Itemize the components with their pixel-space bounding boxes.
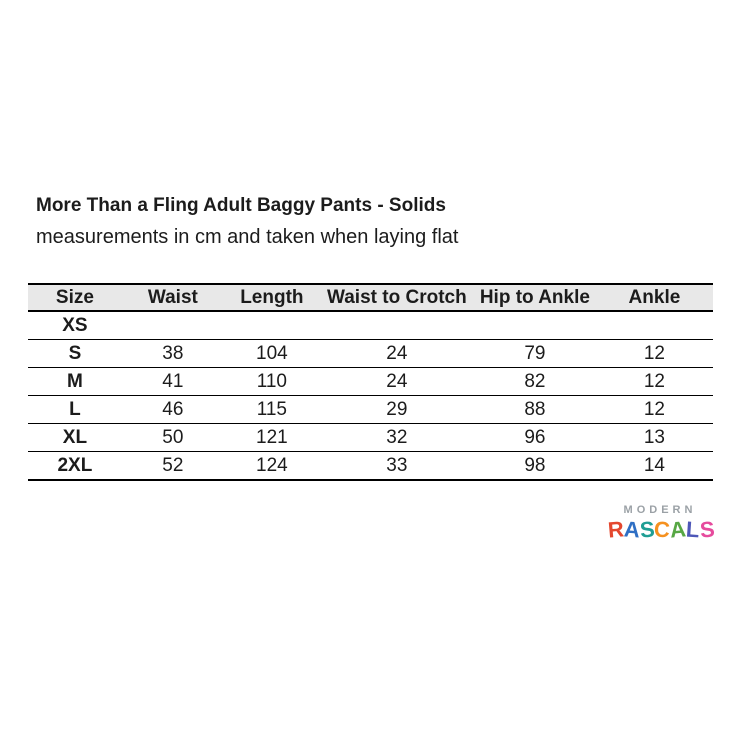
cell-value: 79 <box>473 339 596 368</box>
cell-value <box>595 311 713 340</box>
cell-value: 12 <box>595 395 713 424</box>
cell-value: 82 <box>473 367 596 396</box>
cell-value: 24 <box>319 367 474 396</box>
cell-value: 96 <box>473 423 596 452</box>
cell-value: 14 <box>595 451 713 481</box>
cell-value <box>121 311 224 340</box>
table-row: XS <box>28 311 713 340</box>
cell-value: 110 <box>223 367 320 396</box>
cell-value <box>223 311 320 340</box>
cell-value: 41 <box>121 367 224 396</box>
table-row: M 41 110 24 82 12 <box>28 367 713 396</box>
brand-logo-modern-text: MODERN <box>623 504 697 516</box>
brand-logo-letter: A <box>623 516 641 543</box>
page-subtitle: measurements in cm and taken when laying… <box>36 226 459 248</box>
table-row: XL 50 121 32 96 13 <box>28 423 713 452</box>
cell-value: 115 <box>223 395 320 424</box>
cell-value: 32 <box>319 423 474 452</box>
column-header-waist: Waist <box>121 283 224 312</box>
cell-value: 12 <box>595 339 713 368</box>
cell-value: 13 <box>595 423 713 452</box>
page-title: More Than a Fling Adult Baggy Pants - So… <box>36 195 446 216</box>
cell-value: 33 <box>319 451 474 481</box>
cell-value <box>319 311 474 340</box>
cell-value: 38 <box>121 339 224 368</box>
column-header-size: Size <box>28 283 122 312</box>
column-header-ankle: Ankle <box>595 283 713 312</box>
cell-size: M <box>28 367 122 396</box>
brand-logo: MODERN RASCALS <box>606 504 716 543</box>
size-chart-table: Size Waist Length Waist to Crotch Hip to… <box>28 283 713 481</box>
brand-logo-letter: R <box>606 515 625 543</box>
cell-value: 121 <box>223 423 320 452</box>
cell-value: 52 <box>121 451 224 481</box>
cell-value <box>473 311 596 340</box>
cell-value: 29 <box>319 395 474 424</box>
cell-value: 124 <box>223 451 320 481</box>
cell-value: 98 <box>473 451 596 481</box>
brand-logo-rascals-text: RASCALS <box>606 515 716 543</box>
column-header-waist-to-crotch: Waist to Crotch <box>319 283 474 312</box>
table-row: L 46 115 29 88 12 <box>28 395 713 424</box>
cell-size: 2XL <box>28 451 122 481</box>
cell-size: L <box>28 395 122 424</box>
table-header-row: Size Waist Length Waist to Crotch Hip to… <box>28 283 713 312</box>
cell-size: S <box>28 339 122 368</box>
cell-value: 104 <box>223 339 320 368</box>
cell-value: 50 <box>121 423 224 452</box>
table-row: 2XL 52 124 33 98 14 <box>28 451 713 481</box>
table-row: S 38 104 24 79 12 <box>28 339 713 368</box>
cell-value: 24 <box>319 339 474 368</box>
cell-size: XL <box>28 423 122 452</box>
brand-logo-letter: S <box>698 515 716 543</box>
cell-value: 46 <box>121 395 224 424</box>
cell-size: XS <box>28 311 122 340</box>
cell-value: 88 <box>473 395 596 424</box>
column-header-hip-to-ankle: Hip to Ankle <box>473 283 596 312</box>
cell-value: 12 <box>595 367 713 396</box>
column-header-length: Length <box>223 283 320 312</box>
